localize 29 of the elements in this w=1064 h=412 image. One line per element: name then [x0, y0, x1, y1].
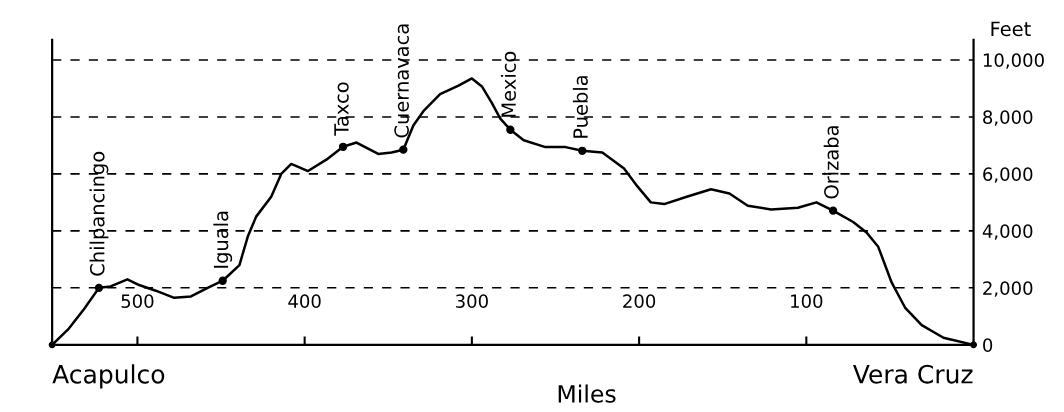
annotation: Chilpancingo: [89, 151, 109, 276]
y-tick-label: 0: [983, 338, 993, 352]
point: [218, 276, 227, 285]
annotation: Acapulco: [52, 364, 165, 389]
point: [399, 145, 408, 154]
x-tick-label: 500: [121, 294, 154, 309]
y-tick-label: 2,000: [983, 281, 1033, 297]
annotation: Mexico: [500, 51, 516, 117]
point: [506, 125, 515, 134]
x-tick-label: 400: [288, 294, 321, 309]
point: [338, 142, 348, 151]
x-tick-label: 100: [791, 294, 823, 309]
annotation: Cuernavaca: [394, 24, 409, 138]
y-axis-title: Feet: [991, 21, 1031, 37]
y-tick-label: 8,000: [983, 110, 1033, 126]
annotation: Puebla: [572, 76, 588, 138]
x-axis-title: Miles: [558, 384, 616, 403]
y-tick-label: 10,000: [983, 53, 1044, 69]
point: [578, 146, 587, 155]
point: [828, 206, 838, 215]
x-tick-label: 200: [623, 294, 656, 309]
y-tick-label: 6,000: [983, 167, 1033, 183]
x-tick-label: 300: [456, 294, 488, 309]
annotation: Orizaba: [823, 126, 839, 199]
point: [94, 283, 104, 293]
y-tick-label: 4,000: [982, 224, 1033, 240]
annotation: Taxco: [334, 82, 349, 136]
annotation: Vera Cruz: [852, 364, 973, 384]
annotation: Iguala: [213, 211, 233, 268]
